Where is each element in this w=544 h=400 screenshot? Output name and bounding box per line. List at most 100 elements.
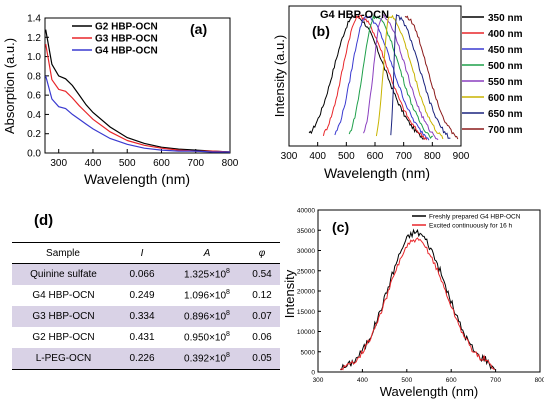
table-row: L-PEG-OCN 0.226 0.392×108 0.05 [12,348,280,370]
series-line-450nm [334,15,430,141]
x-tick-label: 800 [424,151,441,162]
y-tick-label: 30000 [297,248,315,255]
x-tick-label: 400 [85,158,102,169]
y-tick-label: 0.8 [27,71,41,82]
col-header-sample: Sample [12,242,114,264]
cell-a: 0.392×108 [170,348,244,370]
legend-entry: G2 HBP-OCN [95,22,158,33]
y-axis-label: Intensity [284,269,297,318]
cell-phi: 0.05 [244,348,280,370]
x-tick-label: 700 [395,151,412,162]
cell-sample: G4 HBP-OCN [32,290,95,301]
legend-entry: 350 nm [488,13,523,24]
cell-sample: L-PEG-OCN [12,348,114,370]
cell-i: 0.249 [129,290,155,301]
x-tick-label: 600 [446,377,457,384]
quantum-yield-table-panel: (d) Sample I A φ Quinine sulfate 0.066 1.3… [8,208,280,386]
cell-phi: 0.07 [244,306,280,327]
cell-phi: 0.12 [252,290,272,301]
y-tick-label: 0.2 [27,129,41,140]
y-tick-label: 25000 [297,268,315,275]
y-tick-label: 10000 [297,329,315,336]
table-row: G2 HBP-OCN 0.431 0.950×108 0.06 [12,327,280,348]
x-tick-label: 300 [281,151,298,162]
cell-a: 0.896×108 [170,306,244,327]
cell-phi: 0.54 [244,263,280,285]
cell-a: 1.096×108 [184,289,230,302]
panel-label: (b) [312,23,330,39]
cell-sample: Quinine sulfate [12,263,114,285]
x-tick-label: 300 [50,158,67,169]
legend-entry: Excited continuously for 16 h [429,223,512,230]
cell-i: 0.431 [129,332,155,343]
y-tick-label: 1.4 [27,14,41,25]
table-row: G4 HBP-OCN 0.249 1.096×108 0.12 [12,285,280,306]
y-tick-label: 0.4 [27,110,41,121]
series-line-3 [45,75,230,153]
legend-entry: G4 HBP-OCN [95,46,158,57]
table-row: G3 HBP-OCN 0.334 0.896×108 0.07 [12,306,280,327]
cell-a: 1.325×108 [170,263,244,285]
y-tick-label: 0.0 [27,149,41,160]
y-tick-label: 0.6 [27,91,41,102]
plot-frame [317,209,541,373]
x-tick-label: 700 [187,158,204,169]
legend-entry: 450 nm [488,45,523,56]
emission-excitation-chart: 300 400 500 600 700 800 900 G4 HBP-OCN (b) Wav… [272,5,523,181]
y-tick-label: 1.0 [27,52,41,63]
series-line-500nm [348,15,433,140]
series-line-2 [339,237,495,371]
absorption-chart: 300 400 500 600 700 800 0.0 0.2 0.4 0.6 0.8 1.0 1.2 1… [2,14,239,188]
col-header-phi: φ [244,242,280,264]
x-tick-label: 600 [153,158,170,169]
col-header-a: A [170,242,244,264]
x-tick-label: 700 [490,377,501,384]
x-axis-label: Wavelength (nm) [380,384,479,399]
x-axis-label: Wavelength (nm) [324,165,430,181]
panel-label: (a) [190,21,207,37]
cell-i: 0.334 [114,306,170,327]
legend-entry: Freshly prepared G4 HBP-OCN [429,214,521,221]
x-tick-label: 400 [309,151,326,162]
legend-entry: 700 nm [488,125,523,136]
table-header-row: Sample I A φ [12,242,280,264]
series-line-600nm [375,14,444,140]
legend-entry: 650 nm [488,109,523,120]
x-tick-label: 500 [119,158,136,169]
cell-i: 0.066 [114,263,170,285]
legend: 350 nm 400 nm 450 nm 500 nm 550 nm 600 nm 650 … [462,13,523,136]
legend: Freshly prepared G4 HBP-OCN Excited conti… [412,214,521,230]
y-axis-label: Absorption (a.u.) [2,38,17,134]
y-axis-label: Intensity (a.u.) [272,35,287,117]
cell-sample: G3 HBP-OCN [12,306,114,327]
series-line-650nm [390,13,451,139]
cell-phi: 0.06 [252,332,272,343]
x-tick-label: 900 [453,151,470,162]
y-tick-label: 15000 [297,309,315,316]
legend-entry: 550 nm [488,77,523,88]
x-tick-label: 800 [222,158,239,169]
x-axis-label: Wavelength (nm) [84,171,190,187]
col-header-i: I [114,242,170,264]
y-tick-label: 40000 [297,208,315,215]
series-line-700nm [404,15,459,140]
x-tick-label: 500 [338,151,355,162]
legend-entry: G3 HBP-OCN [95,34,158,45]
y-tick-label: 0 [311,370,315,377]
x-tick-label: 500 [401,377,412,384]
cell-a: 0.950×108 [184,331,230,344]
x-tick-label: 800 [535,377,544,384]
series-line-2 [45,43,231,153]
cell-sample: G2 HBP-OCN [32,332,95,343]
x-tick-label: 400 [357,377,368,384]
series-line-550nm [363,14,439,141]
legend-entry: 400 nm [488,29,523,40]
plot-frame [44,17,231,154]
quantum-yield-table: Sample I A φ Quinine sulfate 0.066 1.325×1… [12,242,280,370]
table-row: Quinine sulfate 0.066 1.325×108 0.54 [12,263,280,285]
series-line-350nm [308,14,425,140]
y-tick-label: 20000 [297,289,315,296]
y-tick-label: 5000 [301,349,316,356]
x-tick-label: 300 [313,377,324,384]
